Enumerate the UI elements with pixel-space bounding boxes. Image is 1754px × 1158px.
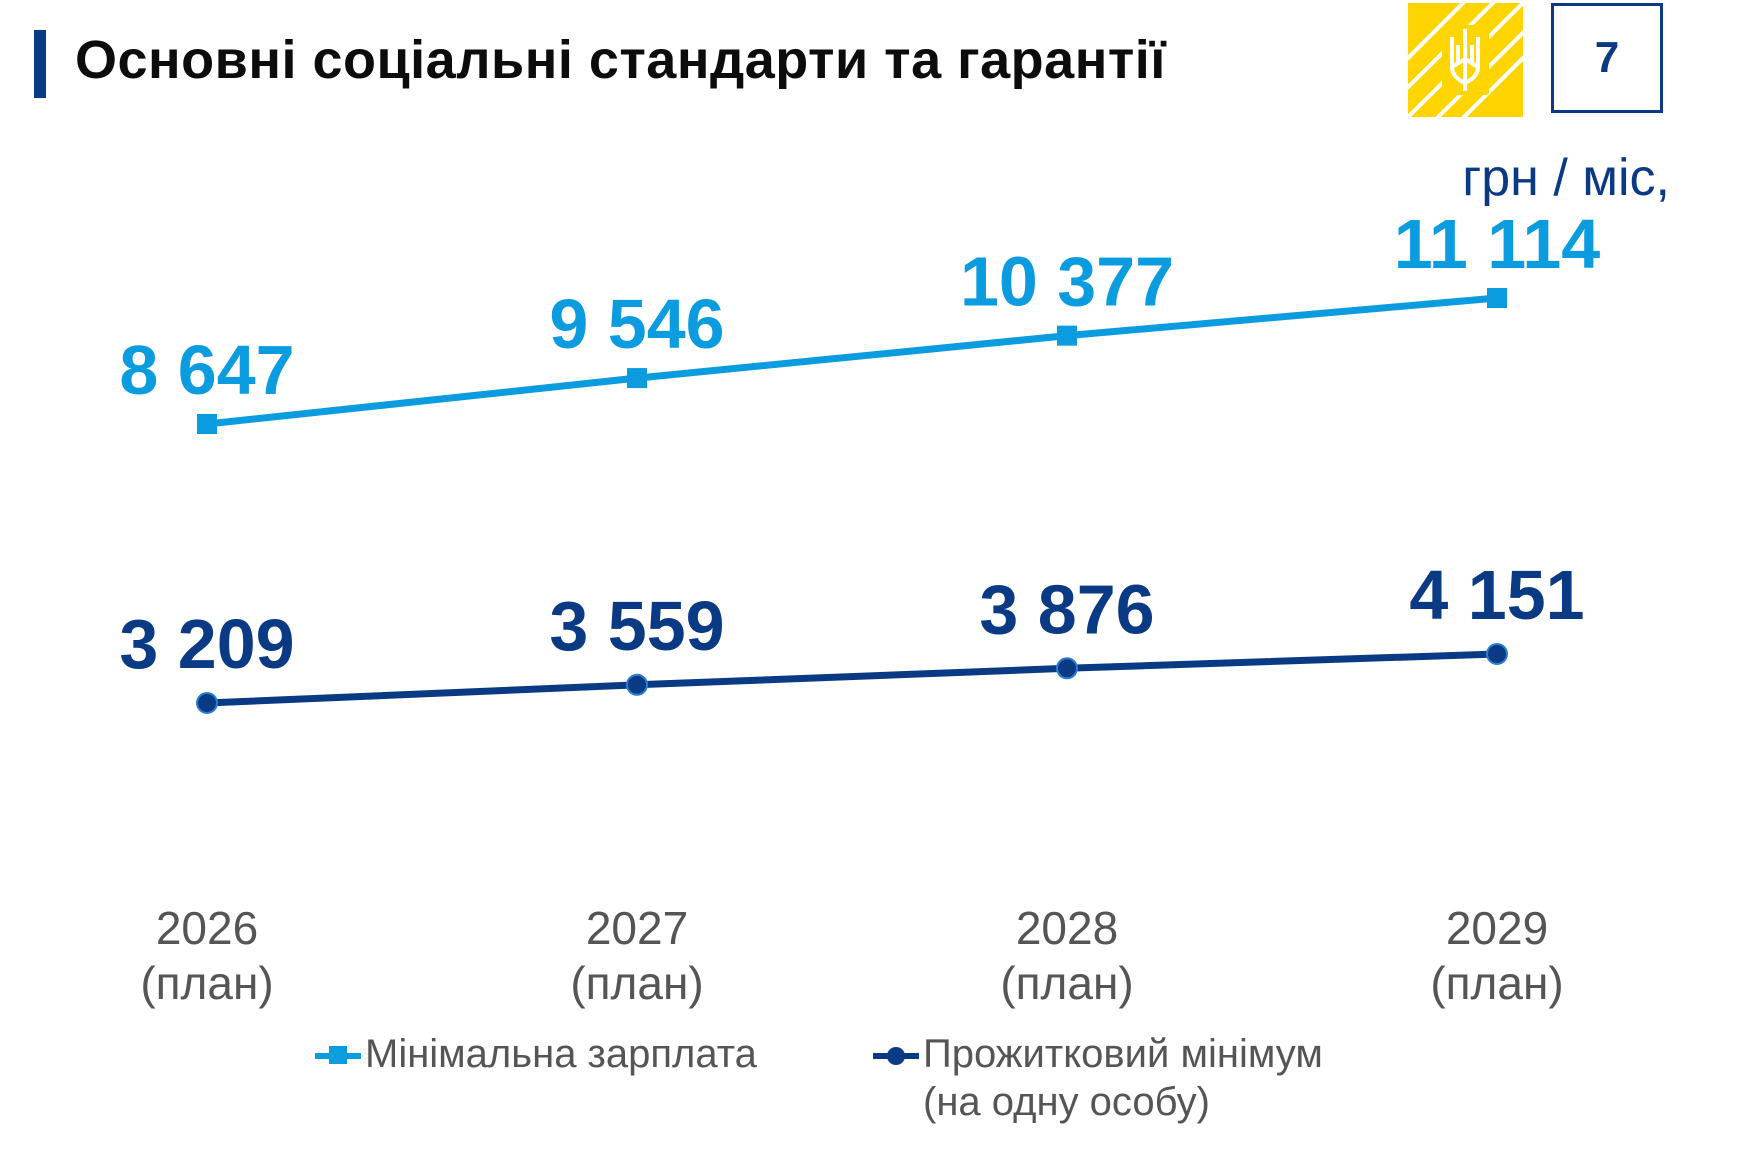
data-label-min-wage-0: 8 647 — [119, 331, 294, 409]
series-line-subsistence — [206, 650, 1498, 707]
data-point-min-wage-0 — [197, 414, 217, 434]
page-number-text: 7 — [1594, 33, 1620, 82]
data-point-subsistence-0 — [196, 692, 218, 714]
legend-label-subsistence: Прожитковий мінімум — [923, 1032, 1323, 1076]
page-title: Основні соціальні стандарти та гарантії — [75, 30, 1166, 90]
data-point-min-wage-1 — [627, 368, 647, 389]
data-point-subsistence-1 — [626, 673, 648, 696]
data-label-min-wage-1: 9 546 — [549, 285, 724, 363]
series-line-min-wage — [206, 294, 1498, 428]
legend-item-min-wage: Мінімальна зарплата — [315, 1030, 757, 1078]
title-accent-bar — [34, 30, 46, 98]
data-label-min-wage-2: 10 377 — [960, 243, 1174, 321]
data-label-subsistence-3: 4 151 — [1409, 556, 1584, 634]
legend-circle-marker-icon — [873, 1047, 919, 1065]
legend-label-subsistence-note: (на одну особу) — [923, 1080, 1210, 1124]
x-tick-note-0: (план) — [140, 957, 273, 1009]
data-point-min-wage-2 — [1057, 325, 1077, 346]
x-tick-note-3: (план) — [1430, 957, 1563, 1009]
data-label-subsistence-0: 3 209 — [119, 605, 294, 683]
data-point-subsistence-2 — [1056, 657, 1078, 680]
chart-legend: Мінімальна зарплата Прожитковий мінімум … — [0, 1030, 1754, 1158]
data-point-subsistence-3 — [1486, 643, 1508, 665]
x-tick-year-3: 2029 — [1446, 902, 1548, 954]
coat-of-arms-icon — [1408, 3, 1523, 117]
legend-label-min-wage: Мінімальна зарплата — [365, 1032, 757, 1076]
data-label-min-wage-3: 11 114 — [1394, 205, 1600, 283]
legend-item-subsistence: Прожитковий мінімум (на одну особу) — [873, 1030, 1323, 1126]
data-label-subsistence-1: 3 559 — [549, 587, 724, 665]
unit-label: грн / міс, — [1462, 149, 1670, 207]
x-tick-year-0: 2026 — [156, 902, 258, 954]
x-tick-year-1: 2027 — [586, 902, 688, 954]
x-tick-year-2: 2028 — [1016, 902, 1118, 954]
data-label-subsistence-2: 3 876 — [979, 570, 1154, 648]
x-tick-note-1: (план) — [570, 957, 703, 1009]
page-number: 7 — [1551, 3, 1663, 113]
data-point-min-wage-3 — [1487, 288, 1507, 308]
x-tick-note-2: (план) — [1000, 957, 1133, 1009]
legend-square-marker-icon — [315, 1046, 361, 1064]
